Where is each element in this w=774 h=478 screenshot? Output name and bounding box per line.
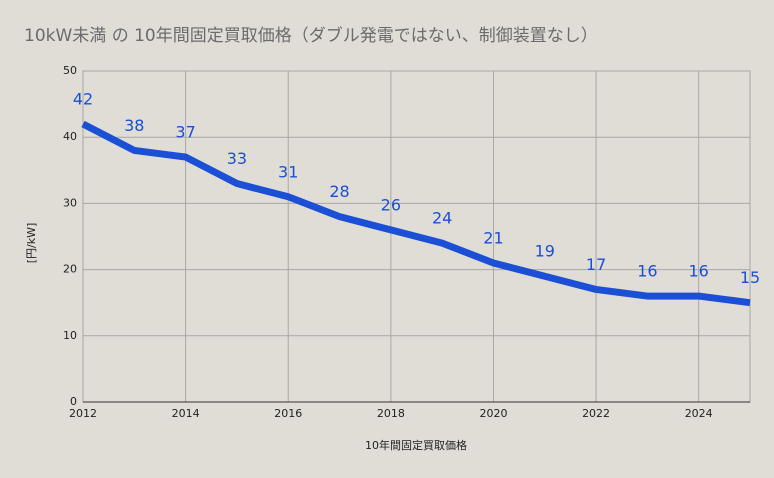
data-label: 15 (740, 268, 760, 287)
data-label: 42 (73, 89, 93, 108)
data-label: 16 (689, 262, 709, 281)
y-tick-label: 20 (63, 263, 77, 276)
x-tick-label: 2022 (582, 407, 610, 420)
y-tick-label: 0 (70, 395, 77, 408)
data-line (81, 120, 751, 307)
y-tick-label: 40 (63, 130, 77, 143)
data-label: 26 (381, 195, 401, 214)
x-tick-label: 2018 (377, 407, 405, 420)
data-label: 28 (329, 182, 349, 201)
data-label: 21 (483, 228, 503, 247)
y-tick-label: 50 (63, 64, 77, 77)
data-label: 16 (637, 262, 657, 281)
data-label: 17 (586, 255, 606, 274)
y-tick-label: 30 (63, 196, 77, 209)
data-label: 19 (535, 242, 555, 261)
x-tick-label: 2014 (172, 407, 200, 420)
x-tick-label: 2024 (685, 407, 713, 420)
data-label: 31 (278, 162, 298, 181)
x-tick-label: 2020 (479, 407, 507, 420)
chart-title: 10kW未満 の 10年間固定買取価格（ダブル発電ではない、制御装置なし） (24, 25, 598, 46)
x-tick-label: 2016 (274, 407, 302, 420)
y-tick-label: 10 (63, 329, 77, 342)
x-tick-label: 2012 (69, 407, 97, 420)
data-label: 38 (124, 116, 144, 135)
x-axis-label: 10年間固定買取価格 (365, 438, 467, 452)
data-label: 24 (432, 209, 452, 228)
data-label: 37 (175, 123, 195, 142)
y-axis-label: [円/kW] (25, 223, 38, 264)
data-label: 33 (227, 149, 247, 168)
